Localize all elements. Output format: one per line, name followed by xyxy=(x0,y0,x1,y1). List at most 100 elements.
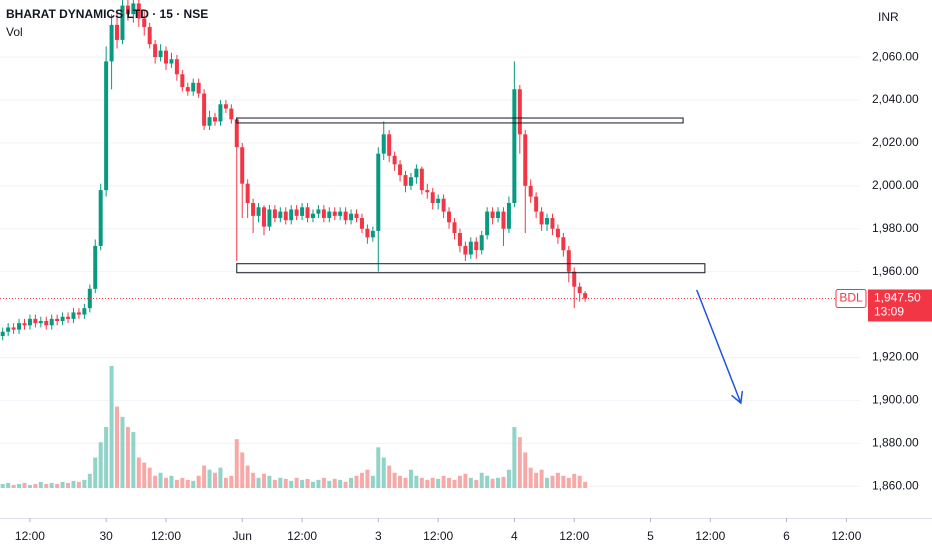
symbol-badge xyxy=(835,288,867,308)
candle-body xyxy=(452,222,457,234)
y-tick-label: 1,880.00 xyxy=(872,435,919,449)
volume-bar xyxy=(283,478,288,488)
candle-body xyxy=(370,230,375,238)
volume-bar xyxy=(115,406,120,488)
candle-body xyxy=(365,228,370,238)
volume-bar xyxy=(332,478,337,488)
volume-bar xyxy=(436,478,441,488)
candle-body xyxy=(316,209,321,214)
candle-body xyxy=(354,213,359,219)
candle-body xyxy=(185,87,190,92)
candle-body xyxy=(321,209,326,219)
volume-bar xyxy=(289,480,294,488)
volume-bar xyxy=(191,480,196,488)
volume-bar xyxy=(44,483,49,488)
volume-bar xyxy=(550,475,555,488)
candle-body xyxy=(55,318,60,322)
candle-body xyxy=(240,147,245,184)
candle-body xyxy=(338,211,343,216)
volume-bar xyxy=(180,477,185,488)
candle-body xyxy=(164,50,169,64)
candle-body xyxy=(447,211,452,223)
volume-bar xyxy=(414,475,419,488)
y-tick-label: 1,960.00 xyxy=(872,264,919,278)
volume-bar xyxy=(468,477,473,488)
volume-bar xyxy=(251,472,256,488)
volume-bar xyxy=(474,479,479,488)
candle-body xyxy=(278,211,283,219)
volume-bar xyxy=(147,467,152,488)
candle-body xyxy=(310,213,315,219)
volume-bar xyxy=(452,479,457,488)
candle-body xyxy=(87,288,92,309)
volume-bar xyxy=(479,472,484,488)
volume-bar xyxy=(76,481,81,488)
volume-bar xyxy=(441,475,446,488)
volume-bar xyxy=(430,477,435,488)
candle-body xyxy=(490,211,495,219)
candle-body xyxy=(27,318,32,326)
volume-bar xyxy=(33,483,38,488)
volume-bar xyxy=(234,439,239,488)
volume-bar xyxy=(392,472,397,488)
countdown-label: 13:09 xyxy=(874,305,904,319)
volume-bar xyxy=(278,477,283,488)
candle-body xyxy=(174,59,179,75)
volume-bar xyxy=(22,482,27,488)
volume-bar xyxy=(27,484,32,488)
candle-body xyxy=(501,211,506,229)
candle-body xyxy=(408,177,413,186)
volume-bar xyxy=(245,465,250,488)
candle-body xyxy=(332,211,337,216)
x-tick-label: 5 xyxy=(647,529,654,543)
volume-bar xyxy=(572,473,577,488)
candle-body xyxy=(98,190,103,246)
candle-body xyxy=(583,293,588,299)
volume-bar xyxy=(545,477,550,488)
candle-body xyxy=(376,153,381,231)
volume-bar xyxy=(71,480,76,488)
candle-body xyxy=(202,93,207,126)
last-price-label: 1,947.50 xyxy=(874,291,921,305)
candle-body xyxy=(474,241,479,251)
candle-body xyxy=(44,321,49,326)
volume-bar xyxy=(338,479,343,488)
candle-body xyxy=(283,211,288,221)
volume-bar xyxy=(82,479,87,488)
candle-body xyxy=(76,312,81,315)
volume-bar xyxy=(419,477,424,488)
candle-body xyxy=(93,245,98,289)
volume-bar xyxy=(164,477,169,488)
y-tick-label: 2,000.00 xyxy=(872,178,919,192)
volume-bar xyxy=(202,465,207,488)
candle-body xyxy=(136,3,141,19)
candle-body xyxy=(153,44,158,58)
volume-bar xyxy=(6,482,11,488)
volume-bar xyxy=(485,475,490,488)
chart-title: BHARAT DYNAMICS LTD · 15 · NSE xyxy=(6,7,208,21)
volume-bar xyxy=(534,472,539,488)
candle-body xyxy=(0,331,5,337)
candle-body xyxy=(517,89,522,135)
volume-bar xyxy=(566,477,571,488)
candle-body xyxy=(305,207,310,219)
candle-body xyxy=(349,213,354,221)
candle-body xyxy=(430,192,435,203)
volume-bar xyxy=(169,475,174,488)
volume-bar xyxy=(60,481,65,488)
candle-body xyxy=(71,312,76,319)
volume-bar xyxy=(153,475,158,488)
candle-body xyxy=(289,209,294,221)
candle-body xyxy=(218,104,223,122)
volume-bar xyxy=(104,427,109,488)
volume-bar xyxy=(300,479,305,488)
candle-body xyxy=(234,119,239,148)
candle-body xyxy=(534,196,539,212)
y-tick-label: 1,860.00 xyxy=(872,478,919,492)
candle-body xyxy=(523,134,528,186)
volume-bar xyxy=(158,472,163,488)
volume-bar xyxy=(425,479,430,488)
volume-bar xyxy=(185,479,190,488)
candle-body xyxy=(104,61,109,191)
